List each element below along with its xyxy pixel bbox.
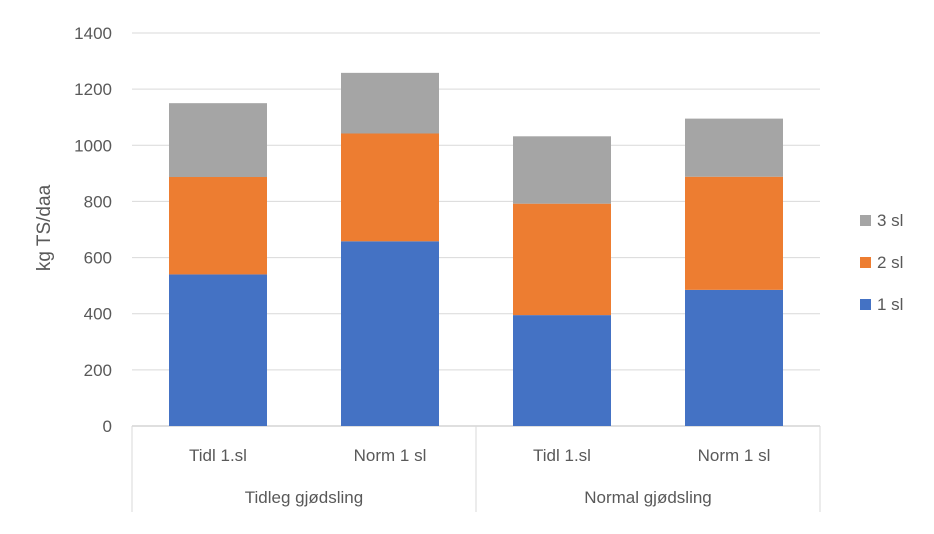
y-axis-title: kg TS/daa	[34, 184, 55, 271]
x-category-label: Tidl 1.sl	[189, 446, 247, 465]
bar-segment-2-sl-2	[341, 133, 439, 242]
legend: 3 sl 2 sl 1 sl	[860, 211, 903, 314]
bar-segment-3-sl-1	[169, 103, 267, 178]
legend-swatch-2-sl	[860, 257, 871, 268]
y-tick-label: 1200	[74, 80, 112, 99]
x-axis: Tidl 1.sl Norm 1 sl Tidl 1.sl Norm 1 sl Tidl…	[131, 426, 821, 512]
legend-label-2-sl: 2 sl	[877, 253, 903, 272]
bar-segment-3-sl-3	[513, 136, 611, 204]
y-tick-label: 1400	[74, 24, 112, 43]
legend-label-1-sl: 1 sl	[877, 295, 903, 314]
bar-segment-1-sl-2	[341, 241, 439, 426]
bar-segment-1-sl-4	[685, 289, 783, 426]
x-category-label: Norm 1 sl	[698, 446, 771, 465]
bar-segment-2-sl-1	[169, 177, 267, 275]
legend-label-3-sl: 3 sl	[877, 211, 903, 230]
y-tick-label: 400	[84, 305, 112, 324]
x-category-label: Norm 1 sl	[354, 446, 427, 465]
bars	[169, 72, 783, 426]
x-group-label: Tidleg gjødsling	[245, 488, 363, 507]
y-axis-ticks: 0 200 400 600 800 1000 1200 1400	[74, 24, 112, 436]
y-tick-label: 0	[103, 417, 112, 436]
bar-segment-1-sl-1	[169, 274, 267, 426]
bar-segment-3-sl-2	[341, 72, 439, 134]
bar-segment-1-sl-3	[513, 315, 611, 426]
legend-swatch-1-sl	[860, 299, 871, 310]
bar-segment-3-sl-4	[685, 118, 783, 177]
y-tick-label: 800	[84, 192, 112, 211]
x-group-label: Normal gjødsling	[584, 488, 712, 507]
bar-segment-2-sl-3	[513, 203, 611, 316]
x-category-label: Tidl 1.sl	[533, 446, 591, 465]
bar-segment-2-sl-4	[685, 176, 783, 290]
y-tick-label: 1000	[74, 136, 112, 155]
y-tick-label: 600	[84, 249, 112, 268]
legend-swatch-3-sl	[860, 215, 871, 226]
y-tick-label: 200	[84, 361, 112, 380]
